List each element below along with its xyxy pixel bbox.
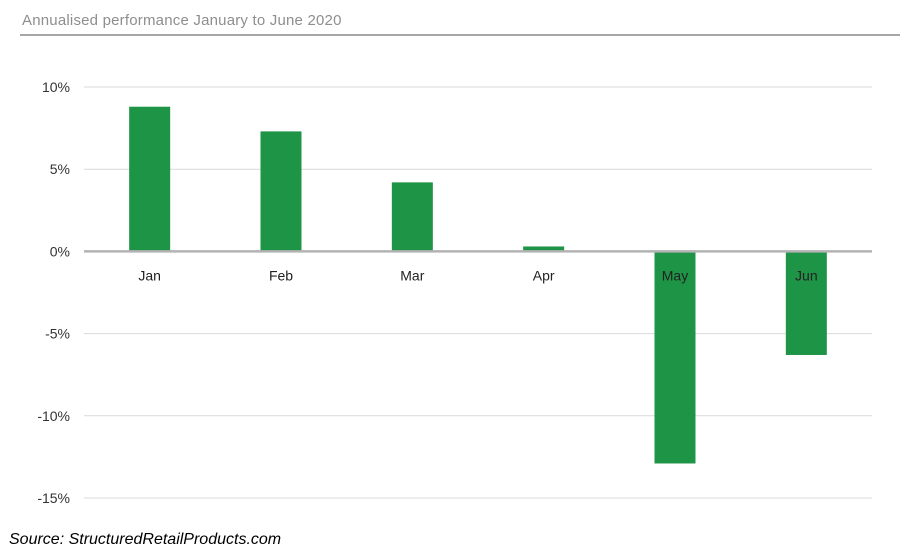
chart-title: Annualised performance January to June 2… — [22, 12, 342, 29]
y-tick-label: 10% — [42, 79, 70, 95]
bar-jun — [785, 251, 827, 355]
x-tick-label: Jun — [795, 267, 818, 283]
x-tick-label: Mar — [400, 267, 424, 283]
bar-chart: 10% 5% 0% -5% -10% -15% Jan Feb Mar Apr May Jun — [37, 79, 872, 506]
bar-mar — [391, 182, 433, 252]
title-divider — [20, 34, 900, 36]
y-tick-label: 5% — [50, 161, 70, 177]
x-tick-label: May — [662, 267, 688, 283]
y-tick-label: -5% — [45, 326, 70, 342]
x-tick-label: Apr — [533, 267, 555, 283]
y-tick-label: -10% — [37, 408, 70, 424]
bar-apr — [523, 246, 565, 252]
x-tick-label: Jan — [138, 267, 161, 283]
source-note: Source: StructuredRetailProducts.com — [9, 531, 282, 548]
bar-may — [654, 251, 696, 464]
x-tick-label: Feb — [269, 267, 293, 283]
y-tick-label: 0% — [50, 243, 70, 259]
bar-feb — [260, 131, 302, 252]
y-tick-label: -15% — [37, 490, 70, 506]
bar-jan — [129, 106, 171, 252]
